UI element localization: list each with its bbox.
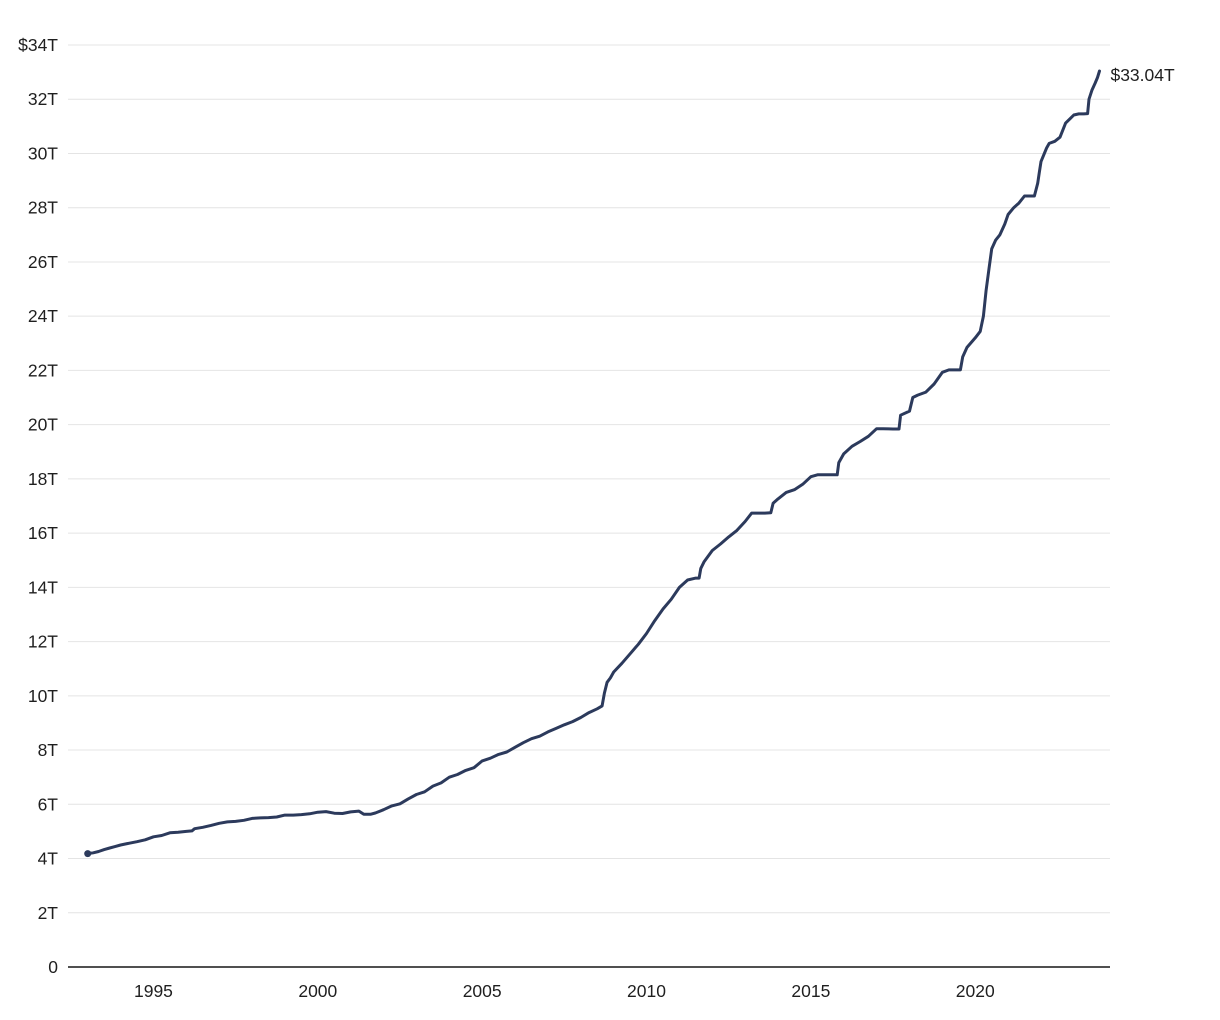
x-axis-tick-label: 2015 <box>791 981 830 1001</box>
y-axis-tick-label: 12T <box>28 632 58 652</box>
y-axis-tick-label: 8T <box>38 740 59 760</box>
end-value-label: $33.04T <box>1110 65 1175 85</box>
x-axis-tick-label: 2005 <box>463 981 502 1001</box>
y-axis-tick-label: 14T <box>28 577 58 597</box>
y-axis-tick-label: 4T <box>38 849 59 869</box>
series-start-dot <box>84 850 92 858</box>
y-axis-tick-label: 24T <box>28 306 58 326</box>
y-axis-tick-label: 18T <box>28 469 58 489</box>
y-axis-tick-label: 0 <box>48 957 58 977</box>
y-axis-tick-label: 30T <box>28 143 58 163</box>
x-axis-tick-label: 2020 <box>956 981 995 1001</box>
debt-line-series <box>86 69 1101 856</box>
y-axis-tick-label: 20T <box>28 415 58 435</box>
y-axis-tick-label: 10T <box>28 686 58 706</box>
x-axis-tick-label: 2010 <box>627 981 666 1001</box>
y-axis-tick-label: 28T <box>28 198 58 218</box>
x-axis-tick-label: 1995 <box>134 981 173 1001</box>
y-axis-tick-label: $34T <box>18 35 58 55</box>
y-axis-tick-label: 2T <box>38 903 59 923</box>
y-axis-tick-label: 32T <box>28 89 58 109</box>
y-axis-tick-label: 22T <box>28 360 58 380</box>
y-axis-tick-label: 16T <box>28 523 58 543</box>
x-axis-tick-label: 2000 <box>298 981 337 1001</box>
y-axis-tick-label: 26T <box>28 252 58 272</box>
y-axis-tick-label: 6T <box>38 794 59 814</box>
